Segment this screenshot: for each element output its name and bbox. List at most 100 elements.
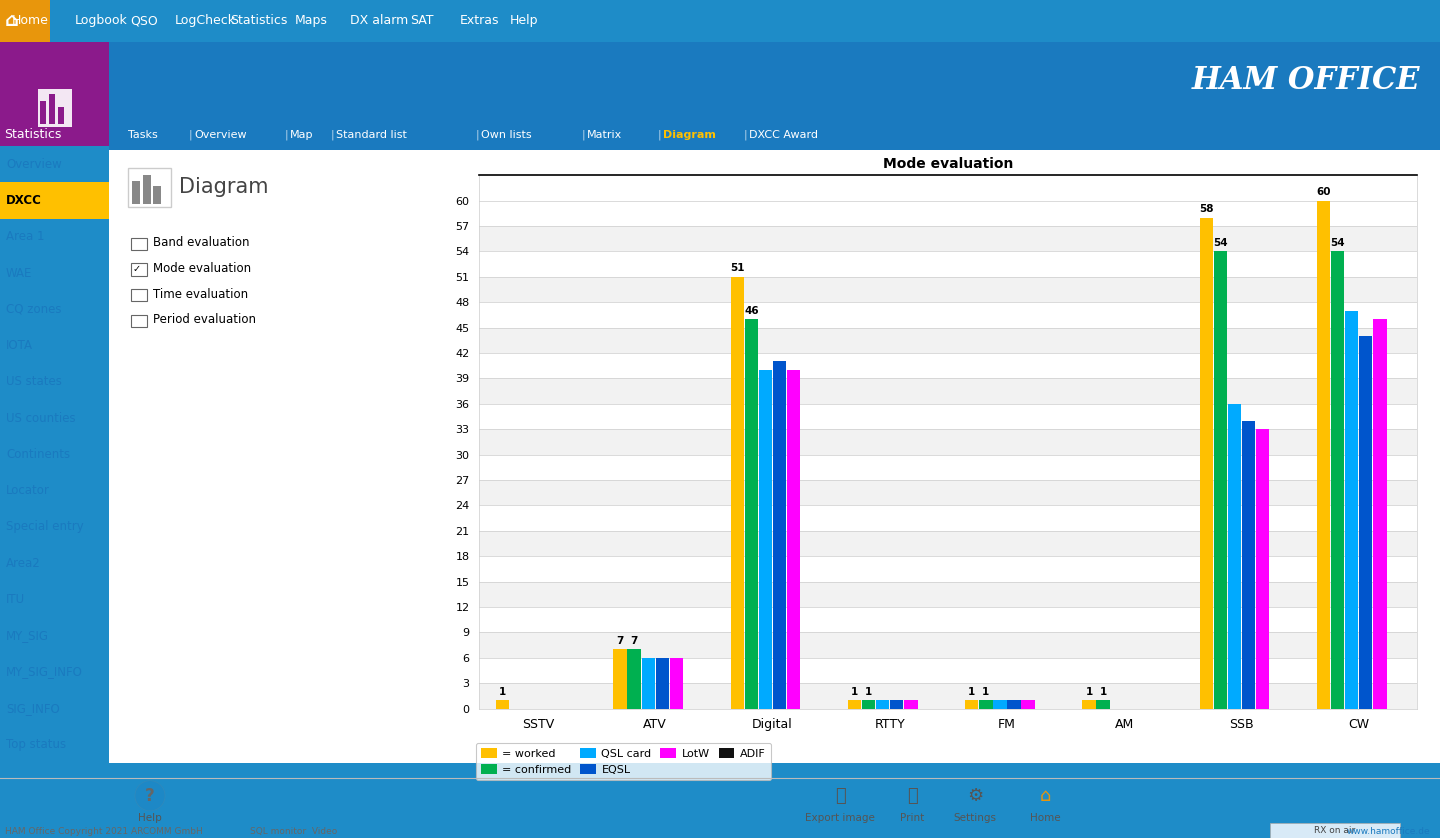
Bar	[786, 370, 801, 709]
Bar	[773, 361, 786, 709]
Bar	[480, 530, 1417, 556]
Text: Extras: Extras	[459, 14, 500, 28]
Text: Maps: Maps	[295, 14, 328, 28]
Bar	[890, 700, 903, 709]
Text: 7: 7	[616, 636, 624, 646]
Text: Area2: Area2	[6, 556, 40, 570]
Bar	[480, 277, 1417, 303]
Text: Continents: Continents	[6, 447, 71, 461]
Bar	[40, 101, 46, 124]
Text: ⚙: ⚙	[966, 787, 984, 804]
Text: 1: 1	[982, 686, 989, 696]
Bar	[58, 107, 63, 124]
Text: Export image: Export image	[805, 813, 876, 823]
Text: Own lists: Own lists	[481, 130, 531, 140]
Bar	[863, 700, 876, 709]
Bar	[1228, 404, 1241, 709]
Bar	[1083, 700, 1096, 709]
Text: Special entry: Special entry	[6, 520, 84, 534]
Text: SIG_INFO: SIG_INFO	[6, 701, 59, 715]
Bar	[480, 658, 1417, 683]
Text: 1: 1	[851, 686, 858, 696]
Text: 🖨: 🖨	[907, 787, 917, 804]
Text: ITU: ITU	[6, 593, 24, 606]
Text: 7: 7	[631, 636, 638, 646]
Text: Home: Home	[1030, 813, 1060, 823]
Bar	[0, 0, 50, 42]
Text: Overview: Overview	[194, 130, 246, 140]
Text: Statistics: Statistics	[4, 127, 62, 141]
Title: Mode evaluation: Mode evaluation	[883, 158, 1014, 171]
Bar	[497, 700, 510, 709]
Circle shape	[135, 781, 166, 811]
Text: 1: 1	[1100, 686, 1107, 696]
Bar	[480, 303, 1417, 328]
Bar	[480, 633, 1417, 658]
Text: |: |	[582, 129, 586, 140]
Text: 1: 1	[968, 686, 975, 696]
Text: Diagram: Diagram	[179, 177, 268, 197]
Bar	[480, 379, 1417, 404]
Text: DXCC: DXCC	[6, 194, 42, 207]
Text: Help: Help	[138, 813, 161, 823]
Bar	[1008, 700, 1021, 709]
Bar	[109, 119, 1440, 150]
Bar	[37, 90, 72, 127]
Text: 1: 1	[865, 686, 873, 696]
Text: Overview: Overview	[6, 158, 62, 171]
Text: |: |	[189, 129, 192, 140]
Text: |: |	[285, 129, 288, 140]
Bar	[109, 150, 1440, 763]
Bar	[1096, 700, 1110, 709]
Bar	[655, 658, 670, 709]
Text: SAT: SAT	[410, 14, 433, 28]
Bar	[480, 556, 1417, 582]
Text: ⌂: ⌂	[1040, 787, 1051, 804]
Text: Print: Print	[900, 813, 924, 823]
Legend: = worked, = confirmed, QSL card, EQSL, LotW, ADIF: = worked, = confirmed, QSL card, EQSL, L…	[475, 742, 770, 780]
Text: Diagram: Diagram	[662, 130, 716, 140]
Text: ?: ?	[145, 787, 156, 804]
Text: Period evaluation: Period evaluation	[153, 313, 256, 326]
Bar	[1256, 429, 1269, 709]
Text: Tasks: Tasks	[128, 130, 158, 140]
Bar	[1331, 251, 1345, 709]
Text: RX on air: RX on air	[1315, 826, 1355, 835]
Text: Settings: Settings	[953, 813, 996, 823]
Text: WAE: WAE	[6, 266, 32, 280]
Bar	[994, 700, 1007, 709]
Bar	[1318, 200, 1331, 709]
Bar	[480, 505, 1417, 530]
Bar	[0, 42, 109, 146]
Bar	[759, 370, 772, 709]
Text: |: |	[743, 129, 747, 140]
Text: 54: 54	[1331, 238, 1345, 248]
Text: Standard list: Standard list	[336, 130, 406, 140]
Text: ⬜: ⬜	[835, 787, 845, 804]
Bar	[670, 658, 683, 709]
Bar	[1374, 319, 1387, 709]
Text: MY_SIG: MY_SIG	[6, 629, 49, 642]
Text: Locator: Locator	[6, 484, 50, 497]
Bar	[480, 607, 1417, 633]
Bar	[730, 277, 744, 709]
Bar	[1214, 251, 1227, 709]
Text: |: |	[658, 129, 661, 140]
Text: ✓: ✓	[132, 265, 140, 274]
Bar	[1021, 700, 1035, 709]
Bar	[641, 658, 655, 709]
Bar	[480, 429, 1417, 454]
Text: Map: Map	[289, 130, 314, 140]
Bar	[1241, 421, 1256, 709]
Text: DX alarm: DX alarm	[350, 14, 409, 28]
Text: 60: 60	[1316, 187, 1331, 197]
Text: QSO: QSO	[130, 14, 158, 28]
Text: DXCC Award: DXCC Award	[749, 130, 818, 140]
Text: Matrix: Matrix	[588, 130, 622, 140]
Text: www.hamoffice.de: www.hamoffice.de	[1346, 827, 1430, 836]
Text: Home: Home	[12, 14, 49, 28]
Bar	[480, 328, 1417, 353]
Text: Statistics: Statistics	[230, 14, 288, 28]
Bar	[628, 649, 641, 709]
Bar	[132, 181, 140, 204]
